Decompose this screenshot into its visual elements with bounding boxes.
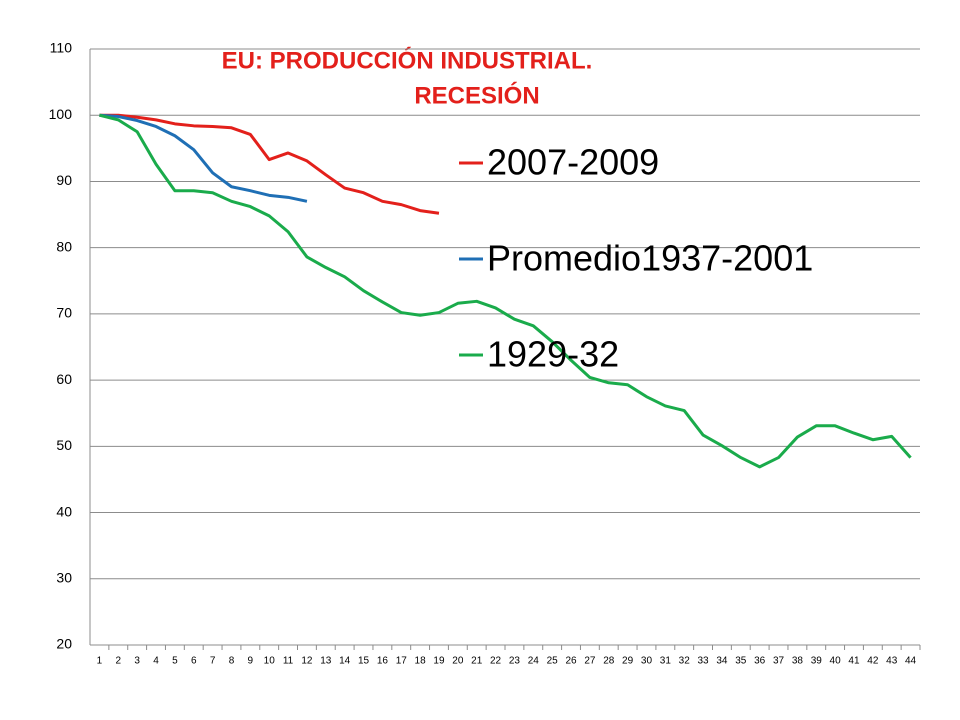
x-tick-label: 9 — [248, 656, 254, 667]
x-tick-label: 24 — [528, 656, 540, 667]
y-tick-label: 60 — [56, 371, 72, 387]
x-tick-label: 16 — [377, 656, 389, 667]
x-tick-label: 3 — [134, 656, 140, 667]
legend-label: 1929-32 — [487, 334, 619, 375]
x-tick-label: 34 — [716, 656, 728, 667]
x-tick-label: 22 — [490, 656, 502, 667]
x-tick-label: 4 — [153, 656, 159, 667]
x-tick-label: 2 — [116, 656, 122, 667]
x-tick-label: 13 — [320, 656, 332, 667]
x-tick-label: 27 — [584, 656, 596, 667]
x-tick-label: 25 — [547, 656, 559, 667]
y-tick-label: 30 — [56, 569, 72, 585]
y-tick-label: 40 — [56, 503, 72, 519]
x-tick-label: 20 — [452, 656, 464, 667]
x-tick-label: 23 — [509, 656, 521, 667]
x-tick-label: 14 — [339, 656, 351, 667]
x-tick-label: 44 — [905, 656, 917, 667]
series-line — [99, 113, 308, 203]
x-tick-label: 8 — [229, 656, 235, 667]
x-tick-label: 43 — [886, 656, 898, 667]
x-tick-label: 42 — [867, 656, 879, 667]
x-tick-label: 15 — [358, 656, 370, 667]
legend-label: 2007-2009 — [487, 142, 659, 183]
x-tick-label: 12 — [301, 656, 313, 667]
x-tick-label: 10 — [264, 656, 276, 667]
x-tick-label: 11 — [283, 656, 294, 667]
x-tick-label: 21 — [471, 656, 483, 667]
series-line — [99, 113, 440, 215]
series-line — [99, 113, 912, 469]
y-tick-label: 80 — [56, 238, 72, 254]
chart-title: RECESIÓN — [414, 81, 539, 109]
x-tick-label: 32 — [679, 656, 691, 667]
x-tick-label: 36 — [754, 656, 766, 667]
y-tick-label: 90 — [56, 172, 72, 188]
x-tick-label: 5 — [172, 656, 178, 667]
y-tick-label: 20 — [56, 636, 72, 652]
x-tick-label: 29 — [622, 656, 634, 667]
y-tick-label: 50 — [56, 437, 72, 453]
y-tick-label: 110 — [50, 40, 73, 56]
x-tick-label: 39 — [811, 656, 823, 667]
chart-title: EU: PRODUCCIÓN INDUSTRIAL. — [222, 46, 593, 74]
x-tick-label: 33 — [698, 656, 710, 667]
x-tick-label: 31 — [660, 656, 672, 667]
x-tick-label: 19 — [433, 656, 445, 667]
x-tick-label: 37 — [773, 656, 785, 667]
legend-label: Promedio1937-2001 — [487, 238, 813, 279]
x-tick-label: 28 — [603, 656, 615, 667]
x-tick-label: 30 — [641, 656, 653, 667]
x-tick-label: 17 — [396, 656, 408, 667]
x-tick-label: 38 — [792, 656, 804, 667]
y-tick-label: 100 — [49, 106, 73, 122]
x-tick-label: 35 — [735, 656, 747, 667]
x-tick-label: 1 — [97, 656, 103, 667]
x-tick-label: 41 — [848, 656, 860, 667]
y-tick-label: 70 — [56, 305, 72, 321]
x-tick-label: 7 — [210, 656, 216, 667]
x-tick-label: 18 — [415, 656, 427, 667]
x-tick-label: 6 — [191, 656, 197, 667]
x-tick-label: 40 — [830, 656, 842, 667]
x-tick-label: 26 — [565, 656, 577, 667]
